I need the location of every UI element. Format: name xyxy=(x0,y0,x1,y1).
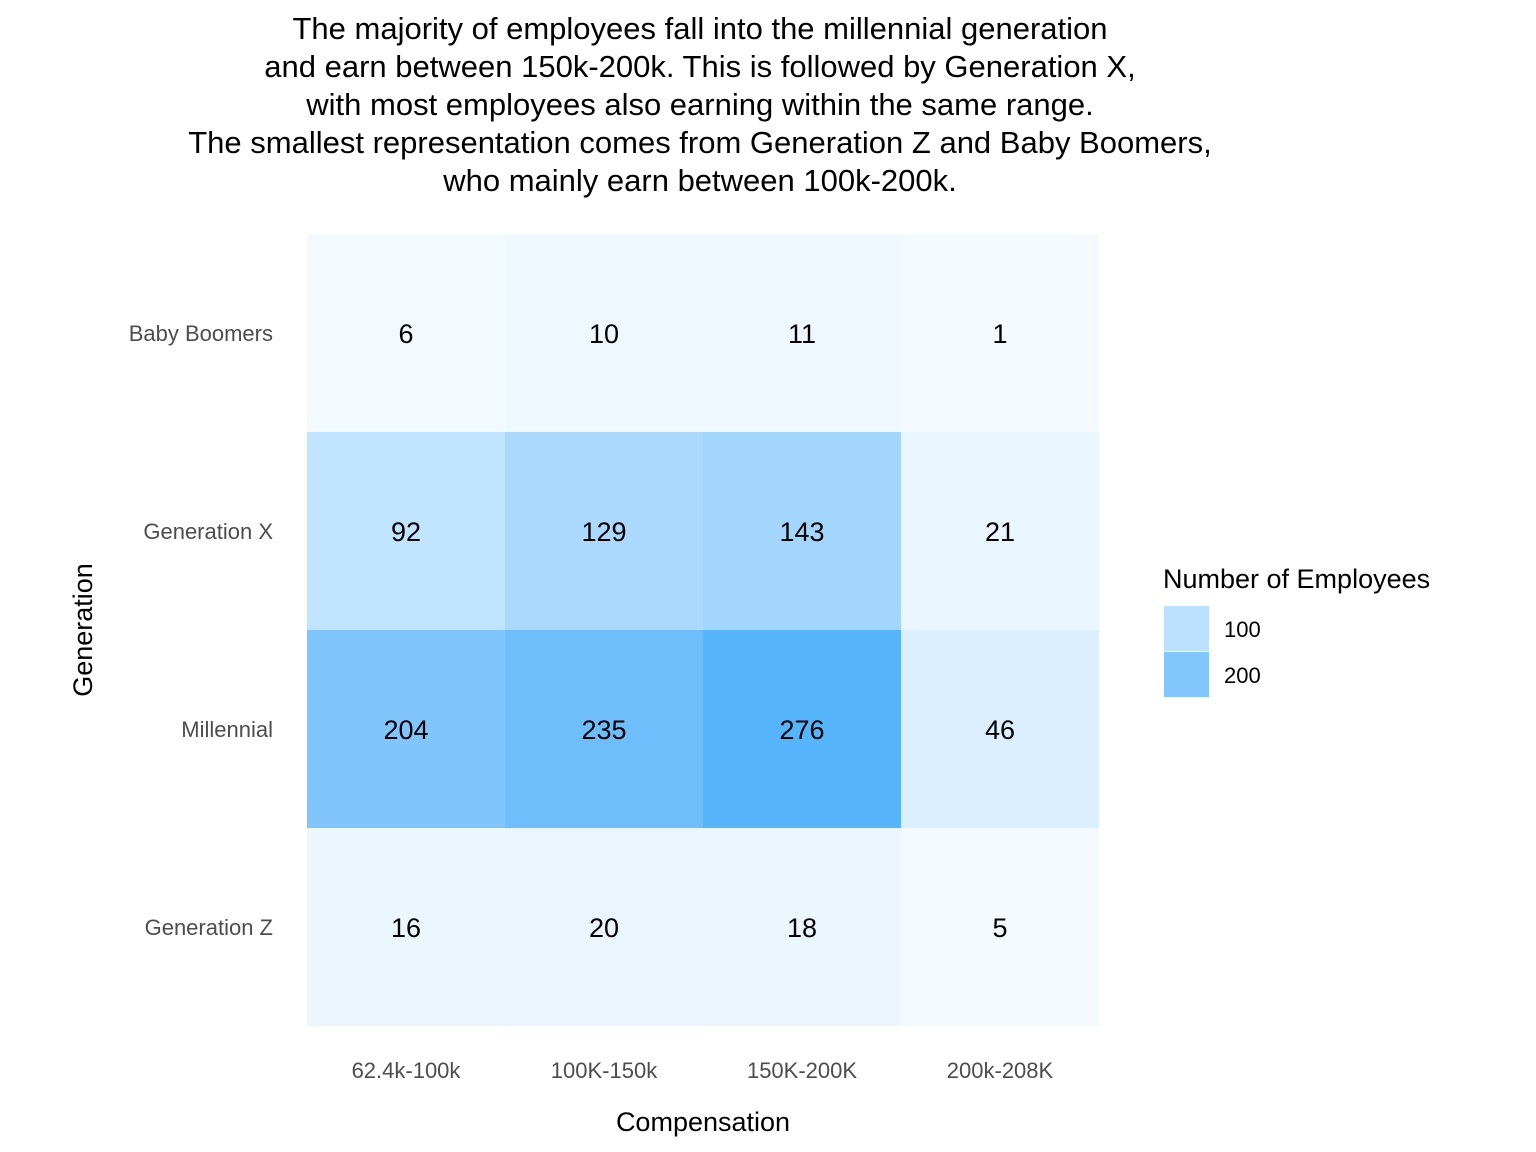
legend-swatch xyxy=(1164,652,1209,697)
cell-value-label: 235 xyxy=(581,715,626,745)
x-axis-ticks: 62.4k-100k 100K-150k 150K-200K 200k-208K xyxy=(352,1058,1054,1083)
x-tick-label: 200k-208K xyxy=(947,1058,1054,1083)
cell-value-label: 18 xyxy=(787,913,817,943)
cell-value-label: 46 xyxy=(985,715,1015,745)
heatmap-cell xyxy=(703,630,901,828)
chart-title: The majority of employees fall into the … xyxy=(0,10,1400,200)
legend-title: Number of Employees xyxy=(1163,564,1430,594)
cell-value-label: 129 xyxy=(581,517,626,547)
x-tick-label: 62.4k-100k xyxy=(352,1058,462,1083)
heatmap-cell xyxy=(901,234,1099,432)
cell-value-label: 5 xyxy=(992,913,1007,943)
y-tick-label: Baby Boomers xyxy=(129,321,273,346)
cell-value-label: 143 xyxy=(779,517,824,547)
x-tick-label: 150K-200K xyxy=(747,1058,857,1083)
x-axis-title: Compensation xyxy=(616,1107,790,1137)
legend: Number of Employees 100 200 xyxy=(1163,564,1430,697)
heatmap-cell xyxy=(901,432,1099,630)
heatmap-cell xyxy=(901,630,1099,828)
heatmap-cell xyxy=(703,432,901,630)
cell-value-label: 21 xyxy=(985,517,1015,547)
cell-value-label: 204 xyxy=(383,715,428,745)
chart-title-line: who mainly earn between 100k-200k. xyxy=(443,163,957,198)
cell-value-label: 10 xyxy=(589,319,619,349)
cell-value-label: 92 xyxy=(391,517,421,547)
heatmap-cell xyxy=(307,630,505,828)
cell-value-label: 1 xyxy=(992,319,1007,349)
heatmap-cell xyxy=(703,234,901,432)
chart-title-line: and earn between 150k-200k. This is foll… xyxy=(264,49,1136,84)
cell-value-label: 11 xyxy=(788,319,816,349)
y-tick-label: Millennial xyxy=(181,717,273,742)
heatmap-cell xyxy=(505,432,703,630)
heatmap-cell xyxy=(307,234,505,432)
cell-value-label: 276 xyxy=(779,715,824,745)
cell-value-label: 6 xyxy=(398,319,413,349)
heatmap-cell xyxy=(505,630,703,828)
legend-label: 100 xyxy=(1224,617,1261,642)
heatmap-cell xyxy=(505,828,703,1026)
chart-title-line: The smallest representation comes from G… xyxy=(188,125,1212,160)
legend-swatch xyxy=(1164,606,1209,651)
heatmap-cell xyxy=(901,828,1099,1026)
y-tick-label: Generation Z xyxy=(145,915,273,940)
legend-entries: 100 200 xyxy=(1164,606,1261,697)
chart-title-line: The majority of employees fall into the … xyxy=(292,11,1108,46)
heatmap-cells xyxy=(307,234,1099,1026)
y-tick-label: Generation X xyxy=(143,519,273,544)
x-tick-label: 100K-150k xyxy=(551,1058,658,1083)
chart-title-line: with most employees also earning within … xyxy=(306,87,1094,122)
heatmap-cell xyxy=(505,234,703,432)
legend-label: 200 xyxy=(1224,663,1261,688)
y-axis-ticks: Baby Boomers Generation X Millennial Genera… xyxy=(129,321,274,940)
y-axis-title: Generation xyxy=(68,563,98,697)
cell-value-label: 20 xyxy=(589,913,619,943)
heatmap-cell xyxy=(703,828,901,1026)
cell-value-label: 16 xyxy=(391,913,421,943)
heatmap-cell xyxy=(307,828,505,1026)
heatmap-cell xyxy=(307,432,505,630)
